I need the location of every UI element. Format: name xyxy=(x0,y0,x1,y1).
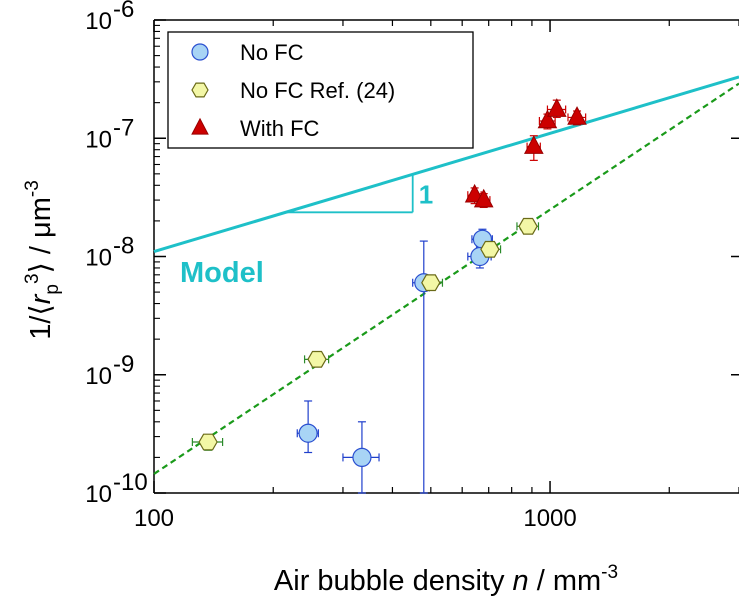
legend-label: No FC Ref. (24) xyxy=(240,78,395,103)
data-point-triangle xyxy=(473,188,494,208)
data-point-hexagon xyxy=(518,217,538,235)
y-tick-base: 10 xyxy=(85,481,112,508)
y-tick-exponent: -8 xyxy=(113,233,134,260)
x-tick-label: 100 xyxy=(134,505,174,532)
legend-label: With FC xyxy=(240,116,320,141)
axes xyxy=(153,19,739,494)
fit-lines xyxy=(153,75,739,475)
model-label: Model xyxy=(180,257,264,289)
data-point-hexagon xyxy=(480,240,500,258)
power-law-fit-line xyxy=(153,82,739,475)
data-point-triangle xyxy=(567,106,587,125)
slope-label: 1 xyxy=(419,179,433,209)
y-tick-label: 10 -10 xyxy=(85,469,147,508)
y-tick-exponent: -10 xyxy=(113,469,148,496)
y-tick-exponent: -9 xyxy=(113,351,134,378)
error-bars xyxy=(191,99,587,494)
y-tick-base: 10 xyxy=(85,363,112,390)
y-tick-exponent: -7 xyxy=(113,114,134,141)
model-line xyxy=(153,75,739,254)
y-axis-title: 1/⟨rp3⟩ / μm-3 xyxy=(22,180,63,340)
data-point-triangle xyxy=(537,109,558,129)
legend-label: No FC xyxy=(240,40,304,65)
legend: No FC No FC Ref. (24) With FC xyxy=(167,31,474,149)
y-tick-label: 10 -6 xyxy=(85,0,134,35)
data-markers xyxy=(198,98,587,468)
y-tick-exponent: -6 xyxy=(113,0,134,23)
slope-triangle xyxy=(285,174,414,214)
axis-titles: Air bubble density n / mm-3 1/⟨rp3⟩ / μm-… xyxy=(22,180,618,597)
data-point-triangle xyxy=(546,98,567,117)
data-point-hexagon xyxy=(198,433,218,451)
legend-marker-triangle xyxy=(191,117,209,135)
data-point-circle xyxy=(298,423,318,443)
annotations: Model 1 xyxy=(180,179,433,289)
y-axis-title-text: 1/⟨rp3⟩ / μm-3 xyxy=(22,180,63,340)
legend-box xyxy=(167,31,474,149)
x-axis-title: Air bubble density n / mm-3 xyxy=(274,562,618,597)
data-point-triangle xyxy=(523,135,544,154)
y-tick-base: 10 xyxy=(85,245,112,272)
data-point-hexagon xyxy=(307,350,327,368)
legend-marker-circle xyxy=(191,43,209,61)
y-tick-label: 10 -9 xyxy=(85,351,134,390)
y-tick-label: 10 -7 xyxy=(85,114,134,153)
y-tick-base: 10 xyxy=(85,8,112,35)
y-tick-base: 10 xyxy=(85,126,112,153)
y-tick-label: 10 -8 xyxy=(85,233,134,272)
data-point-circle xyxy=(352,447,372,468)
data-point-hexagon xyxy=(421,274,441,292)
legend-marker-hexagon xyxy=(191,82,209,98)
x-tick-label: 1000 xyxy=(523,505,576,532)
